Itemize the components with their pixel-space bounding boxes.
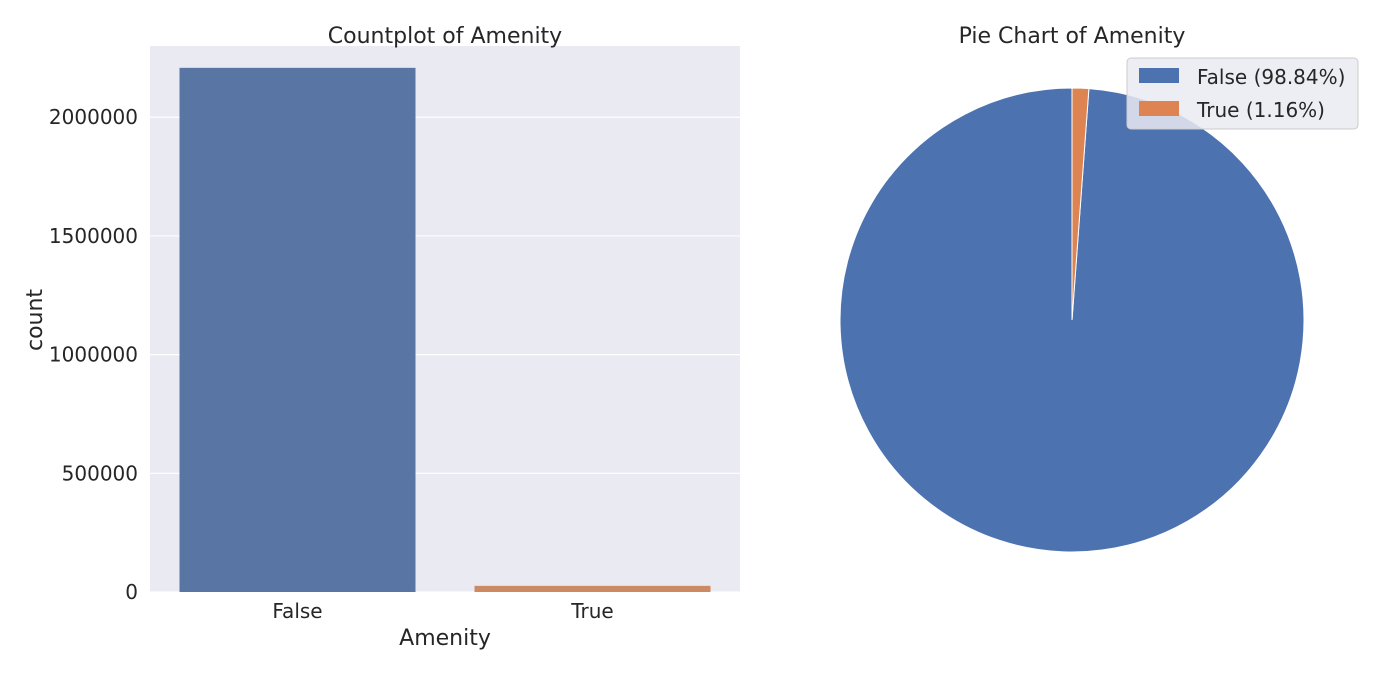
bar-y-tick-label: 0 [125,580,138,604]
pie-chart-title: Pie Chart of Amenity [959,24,1186,49]
legend-swatch-true [1139,101,1179,116]
bar-chart: 0 500000 1000000 1500000 2000000 False True C… [23,24,740,651]
bar-y-tick-label: 1000000 [49,343,138,367]
bar-x-tick-label: True [570,599,613,623]
bar-y-axis-label: count [23,289,48,351]
pie-legend: False (98.84%) True (1.16%) [1126,57,1359,130]
bar-x-axis-label: Amenity [399,626,491,651]
bar-y-tick-label: 2000000 [49,105,138,129]
bar-true [474,585,711,592]
bar-x-tick-labels: False True [272,599,613,623]
legend-box [1126,57,1359,130]
legend-label-true: True (1.16%) [1196,98,1325,122]
bar-chart-title: Countplot of Amenity [328,24,562,49]
bar-y-tick-label: 500000 [62,461,138,485]
bar-marks [179,67,711,593]
bar-y-tick-label: 1500000 [49,224,138,248]
pie-slice-true [1071,87,1090,321]
legend-label-false: False (98.84%) [1197,65,1345,89]
pie-slices [839,87,1305,553]
bar-x-tick-label: False [272,599,322,623]
pie-chart: Pie Chart of Amenity False (98.84%) True… [839,24,1359,553]
legend-swatch-false [1139,68,1179,83]
bar-y-tick-labels: 0 500000 1000000 1500000 2000000 [49,105,138,604]
bar-false [179,67,416,593]
